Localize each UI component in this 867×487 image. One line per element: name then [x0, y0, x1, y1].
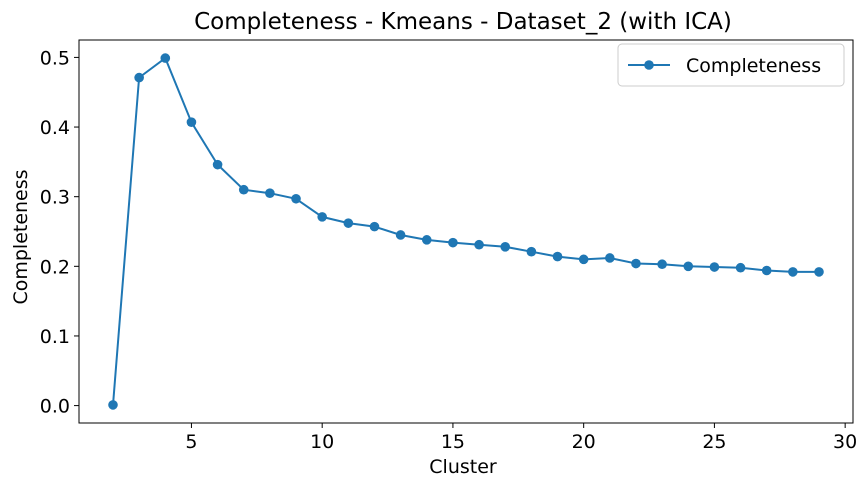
- data-point: [657, 259, 667, 270]
- chart-title: Completeness - Kmeans - Dataset_2 (with …: [194, 9, 732, 35]
- y-tick-label: 0.2: [40, 256, 70, 278]
- y-tick-label: 0.0: [40, 396, 70, 418]
- data-point: [709, 262, 720, 272]
- data-point: [369, 221, 380, 232]
- x-tick-label: 5: [185, 431, 197, 453]
- data-point: [526, 246, 537, 257]
- data-point: [761, 265, 772, 276]
- data-point: [108, 400, 118, 410]
- plot-frame: [78, 39, 854, 424]
- x-tick-label: 30: [833, 431, 857, 453]
- y-axis-label: Completeness: [10, 169, 32, 304]
- data-point: [343, 218, 354, 228]
- data-point: [395, 230, 406, 240]
- y-tick-label: 0.5: [40, 47, 70, 69]
- x-tick-label: 25: [702, 431, 726, 453]
- data-point: [683, 261, 694, 272]
- data-point: [265, 188, 275, 198]
- data-point: [291, 193, 301, 204]
- data-point: [578, 254, 589, 265]
- data-point: [814, 267, 824, 277]
- data-point: [605, 253, 615, 263]
- data-point: [134, 72, 144, 83]
- data-point: [631, 258, 641, 269]
- axis-ticks: 5 10 15 20 25 30 0.0 0.1 0.2 0.3 0.4 0.5: [40, 47, 857, 453]
- data-point: [421, 235, 432, 245]
- series-line: [112, 56, 819, 405]
- y-tick-label: 0.1: [40, 326, 70, 348]
- series-group: [108, 53, 824, 410]
- data-point: [500, 242, 511, 252]
- data-point: [448, 237, 458, 248]
- data-point: [238, 184, 249, 195]
- data-point: [735, 262, 746, 273]
- legend-marker-swatch: [644, 60, 654, 70]
- data-point: [317, 212, 327, 222]
- data-point: [552, 251, 563, 262]
- data-point: [212, 159, 223, 170]
- legend: Completeness: [617, 43, 845, 87]
- x-axis-label: Cluster: [429, 456, 497, 478]
- x-tick-label: 20: [572, 431, 596, 453]
- x-tick-label: 15: [441, 431, 465, 453]
- data-point: [788, 267, 798, 277]
- data-point: [474, 239, 484, 250]
- data-point: [160, 53, 171, 63]
- data-point: [186, 117, 197, 127]
- y-tick-label: 0.4: [40, 117, 70, 139]
- x-tick-label: 10: [310, 431, 334, 453]
- legend-box: [617, 43, 845, 87]
- legend-label: Completeness: [686, 55, 821, 77]
- y-tick-label: 0.3: [40, 187, 70, 209]
